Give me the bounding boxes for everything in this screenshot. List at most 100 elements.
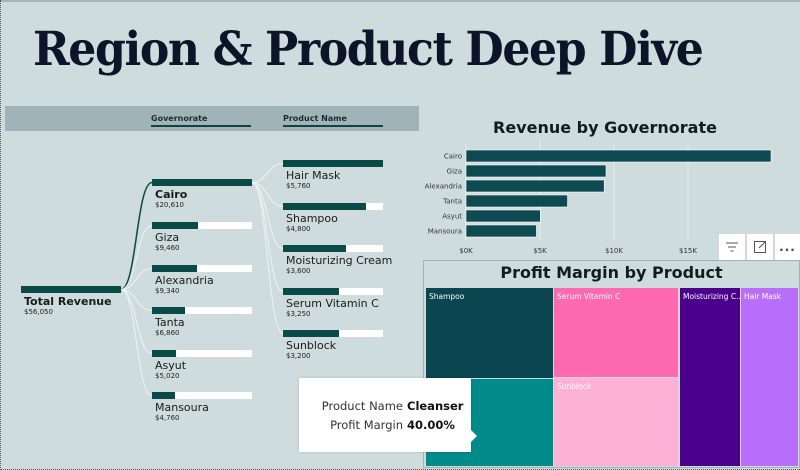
y-category-label: Cairo: [444, 153, 462, 161]
y-category-label: Mansoura: [428, 228, 462, 236]
tree-node-hair-mask[interactable]: Hair Mask $5,760: [283, 160, 383, 191]
node-label: Sunblock: [286, 339, 337, 352]
node-bar: [152, 350, 252, 357]
treemap-cell-label: Hair Mask: [744, 292, 782, 301]
tooltip: Product Name Cleanser Profit Margin 40.0…: [299, 378, 477, 452]
tree-node-moisturizing-cream[interactable]: Moisturizing Cream $3,600: [283, 245, 392, 276]
treemap-cell-sunblock[interactable]: Sunblock: [554, 378, 678, 466]
node-value: $6,860: [155, 329, 180, 337]
node-label: Total Revenue: [24, 295, 112, 308]
node-bar-fill: [152, 350, 176, 357]
node-bar: [283, 245, 383, 252]
tree-link: [251, 182, 284, 207]
node-value: $9,340: [155, 287, 180, 295]
node-bar: [283, 288, 383, 295]
treemap-cell-shampoo[interactable]: Shampoo: [426, 288, 553, 378]
treemap-title: Profit Margin by Product: [500, 263, 723, 282]
node-value: $9,460: [155, 244, 180, 252]
focus-mode-button[interactable]: [747, 234, 773, 260]
tree-node-tanta[interactable]: Tanta $6,860: [152, 307, 252, 338]
more-options-icon: ...: [779, 240, 796, 254]
decomposition-tree-header: Governorate Product Name: [5, 106, 419, 131]
node-value: $5,020: [155, 372, 180, 380]
node-value: $56,050: [24, 308, 53, 316]
bar-cairo[interactable]: [465, 149, 772, 163]
bar-mansoura[interactable]: [465, 224, 537, 238]
bar-tanta[interactable]: [465, 194, 568, 208]
treemap-cell-label: Sunblock: [557, 382, 592, 391]
node-bar-fill: [152, 179, 252, 186]
y-category-label: Asyut: [442, 213, 462, 221]
x-tick-label: $10K: [605, 247, 623, 255]
bar-chart-title: Revenue by Governorate: [493, 118, 717, 137]
level-header-product-name[interactable]: Product Name: [283, 114, 383, 127]
node-bar-fill: [283, 288, 339, 295]
filter-button[interactable]: [719, 234, 745, 260]
node-value: $5,760: [286, 182, 311, 190]
canvas-top-border: [0, 0, 800, 2]
node-value: $3,250: [286, 310, 311, 318]
node-label: Mansoura: [155, 401, 209, 414]
tree-node-asyut[interactable]: Asyut $5,020: [152, 350, 252, 381]
tree-link: [251, 182, 284, 292]
node-bar-fill: [152, 307, 185, 314]
tree-node-total-revenue[interactable]: Total Revenue $56,050: [21, 286, 121, 317]
node-label: Cairo: [155, 188, 188, 201]
tooltip-value: 40.00%: [407, 418, 455, 432]
node-bar-fill: [283, 203, 366, 210]
tree-node-alexandria[interactable]: Alexandria $9,340: [152, 265, 252, 296]
node-value: $3,600: [286, 267, 311, 275]
x-tick-label: $15K: [679, 247, 697, 255]
bar-giza[interactable]: [465, 164, 607, 178]
node-value: $20,610: [155, 201, 184, 209]
node-label: Alexandria: [155, 274, 214, 287]
canvas-left-border: [0, 0, 3, 470]
y-category-label: Tanta: [442, 198, 462, 206]
tree-link: [120, 225, 153, 290]
bar-alexandria[interactable]: [465, 179, 605, 193]
treemap-cell-serum-vitamin-c[interactable]: Serum Vitamin C: [554, 288, 678, 377]
tree-node-cairo[interactable]: Cairo $20,610: [152, 179, 252, 210]
node-bar-fill: [152, 392, 175, 399]
treemap-cell-label: Serum Vitamin C: [557, 292, 621, 301]
tooltip-key: Product Name: [321, 399, 403, 413]
tree-link: [120, 289, 153, 354]
tree-node-serum-vitamin-c[interactable]: Serum Vitamin C $3,250: [283, 288, 383, 319]
tree-link: [120, 289, 153, 311]
focus-mode-icon: [754, 241, 766, 253]
revenue-by-governorate-chart: $0K $5K $10K $15K Cairo Giza Alexandria Tanta As…: [425, 142, 772, 255]
tree-node-giza[interactable]: Giza $9,460: [152, 222, 252, 253]
node-bar-fill: [283, 330, 339, 337]
more-options-button[interactable]: ...: [775, 234, 800, 260]
node-bar: [152, 392, 252, 399]
node-bar: [152, 265, 252, 272]
node-bar-fill: [152, 222, 198, 229]
tree-link: [120, 268, 153, 290]
node-bar-fill: [152, 265, 197, 272]
node-label: Asyut: [155, 359, 187, 372]
filter-icon: [726, 242, 738, 252]
tree-node-mansoura[interactable]: Mansoura $4,760: [152, 392, 252, 423]
node-value: $4,800: [286, 225, 311, 233]
page-title: Region & Product Deep Dive: [33, 22, 704, 77]
node-label: Hair Mask: [286, 169, 341, 182]
node-bar: [283, 160, 383, 167]
level-header-label: Product Name: [283, 114, 347, 123]
tree-link: [120, 289, 153, 396]
treemap-cell-hair-mask[interactable]: Hair Mask: [741, 288, 798, 466]
tree-link: [251, 182, 284, 334]
x-tick-label: $0K: [459, 247, 473, 255]
y-category-label: Alexandria: [425, 183, 462, 191]
tree-node-shampoo[interactable]: Shampoo $4,800: [283, 203, 383, 234]
node-bar: [283, 330, 383, 337]
node-bar: [283, 203, 383, 210]
treemap-cell-moisturizing-c[interactable]: Moisturizing C...: [680, 288, 743, 466]
node-bar: [152, 307, 252, 314]
bar-asyut[interactable]: [465, 209, 541, 223]
node-bar-fill: [21, 286, 121, 293]
tree-node-sunblock[interactable]: Sunblock $3,200: [283, 330, 383, 361]
treemap-cell-label: Shampoo: [429, 292, 465, 301]
tooltip-value: Cleanser: [407, 399, 464, 413]
tooltip-key: Profit Margin: [330, 418, 403, 432]
level-header-governorate[interactable]: Governorate: [151, 114, 251, 127]
